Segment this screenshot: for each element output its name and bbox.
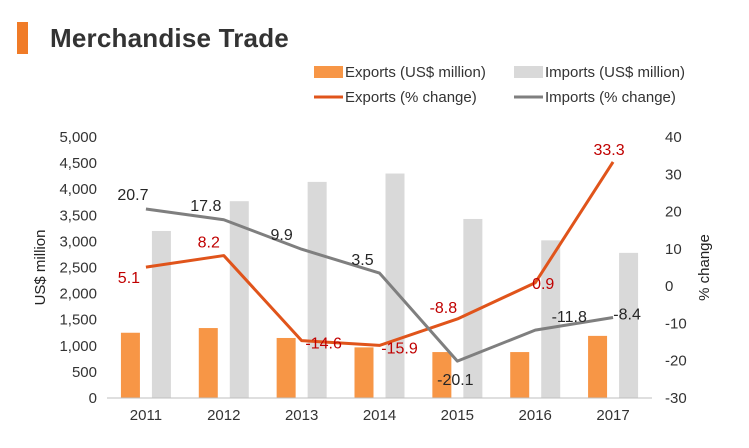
bar-exports xyxy=(276,337,296,398)
y-tick-label: 3,000 xyxy=(59,233,97,250)
data-labels: 5.1 8.2 -14.6 -15.9 -8.8 0.9 33.3 20.7 17.8 9.9 3.… xyxy=(117,142,641,389)
imports-change-label: 17.8 xyxy=(190,198,221,215)
y2-tick-label: 20 xyxy=(665,204,682,221)
y-tick-label: 1,000 xyxy=(59,338,97,355)
bar-imports xyxy=(307,181,327,398)
bar-exports xyxy=(354,347,374,398)
exports-change-label: 33.3 xyxy=(594,142,625,159)
legend: Exports (US$ million) Imports (US$ millio… xyxy=(314,64,685,106)
bar-exports xyxy=(588,335,608,398)
bar-exports xyxy=(198,328,218,398)
legend-label: Imports (% change) xyxy=(545,89,676,106)
title-group: Merchandise Trade xyxy=(17,22,289,54)
y-tick-label: 2,500 xyxy=(59,260,97,277)
bar-imports xyxy=(229,201,249,398)
exports-change-label: -15.9 xyxy=(381,340,418,357)
x-tick-label: 2013 xyxy=(285,407,318,424)
lines xyxy=(145,161,615,363)
legend-swatch xyxy=(314,66,343,78)
x-tick-label: 2012 xyxy=(207,407,240,424)
y-axis-title: US$ million xyxy=(32,230,49,306)
y-tick-label: 3,500 xyxy=(59,207,97,224)
y-tick-label: 1,500 xyxy=(59,312,97,329)
y2-tick-label: 30 xyxy=(665,166,682,183)
imports-change-label: 9.9 xyxy=(271,227,293,244)
y-axis-right: -30 -20 -10 0 10 20 30 40 xyxy=(665,129,687,407)
bar-exports xyxy=(120,332,140,398)
bars xyxy=(120,173,639,398)
chart-title: Merchandise Trade xyxy=(50,22,289,53)
y2-tick-label: 10 xyxy=(665,241,682,258)
exports-change-label: 5.1 xyxy=(118,270,140,287)
x-tick-label: 2014 xyxy=(363,407,396,424)
y2-tick-label: 40 xyxy=(665,129,682,146)
title-accent-bar xyxy=(17,22,28,54)
exports-change-line xyxy=(145,161,615,347)
bar-imports xyxy=(385,173,405,398)
bar-imports xyxy=(151,230,171,398)
legend-label: Exports (% change) xyxy=(345,89,477,106)
x-tick-label: 2011 xyxy=(130,407,162,424)
exports-change-label: -14.6 xyxy=(305,336,342,353)
imports-change-label: -20.1 xyxy=(437,372,474,389)
legend-swatch xyxy=(514,66,543,78)
imports-change-label: -8.4 xyxy=(613,306,641,323)
bar-exports xyxy=(432,352,452,398)
y2-tick-label: -10 xyxy=(665,315,687,332)
x-tick-label: 2017 xyxy=(596,407,629,424)
bar-imports xyxy=(541,240,561,398)
y-tick-label: 4,000 xyxy=(59,181,97,198)
y-tick-label: 4,500 xyxy=(59,155,97,172)
y-tick-label: 5,000 xyxy=(59,129,97,146)
imports-change-label: 3.5 xyxy=(351,252,373,269)
bar-imports xyxy=(619,252,639,398)
y-tick-label: 500 xyxy=(72,364,97,381)
y2-tick-label: 0 xyxy=(665,278,673,295)
y2-tick-label: -20 xyxy=(665,353,687,370)
legend-label: Exports (US$ million) xyxy=(345,64,486,81)
exports-change-label: -8.8 xyxy=(430,300,458,317)
exports-change-label: 8.2 xyxy=(198,235,220,252)
x-tick-label: 2016 xyxy=(519,407,552,424)
bar-exports xyxy=(510,352,530,398)
x-tick-label: 2015 xyxy=(441,407,474,424)
imports-change-label: -11.8 xyxy=(552,309,587,326)
y2-tick-label: -30 xyxy=(665,390,687,407)
exports-change-label: 0.9 xyxy=(532,276,554,293)
legend-label: Imports (US$ million) xyxy=(545,64,685,81)
y-tick-label: 2,000 xyxy=(59,286,97,303)
y2-axis-title: % change xyxy=(696,234,713,301)
imports-change-label: 20.7 xyxy=(117,187,148,204)
imports-change-line xyxy=(145,207,614,363)
y-tick-label: 0 xyxy=(89,390,97,407)
y-axis-left: 0 500 1,000 1,500 2,000 2,500 3,000 3,500 4,000 4… xyxy=(59,129,97,407)
x-axis: 2011 2012 2013 2014 2015 2016 2017 xyxy=(130,407,630,424)
